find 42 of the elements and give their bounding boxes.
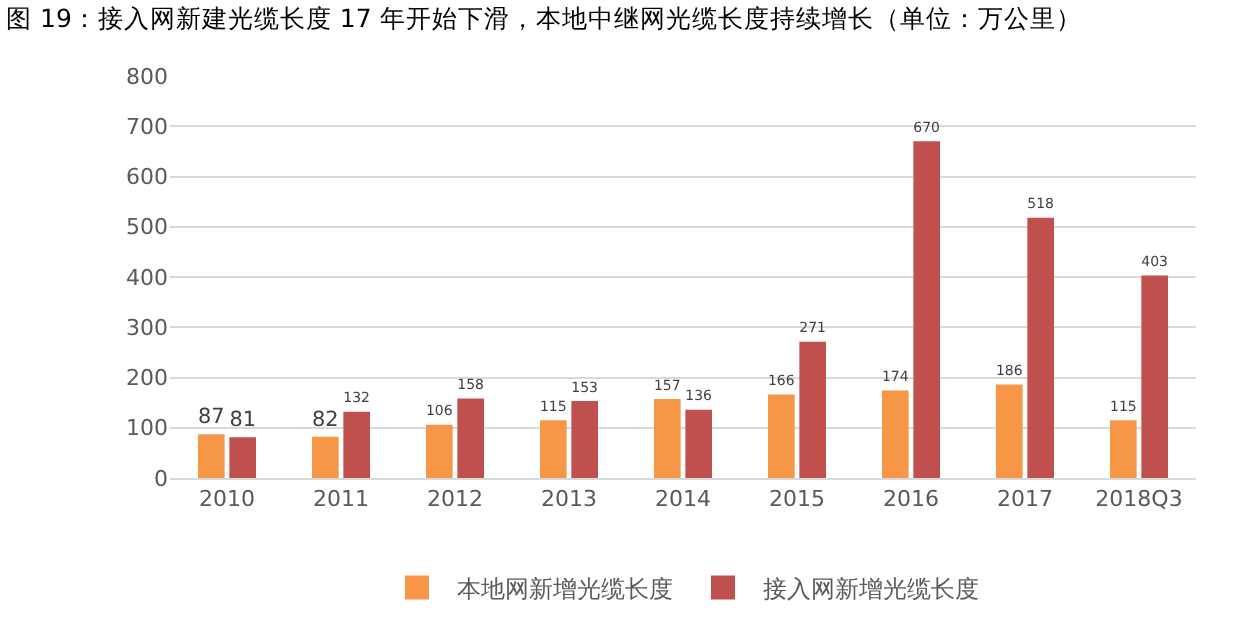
bar — [343, 411, 370, 478]
bar — [229, 437, 256, 478]
bar — [571, 401, 598, 478]
x-tick-label: 2015 — [769, 486, 825, 513]
x-tick-label: 2014 — [655, 486, 711, 513]
y-tick-label: 700 — [126, 113, 168, 140]
x-tick-label: 2018Q3 — [1095, 486, 1183, 513]
data-label: 81 — [229, 408, 256, 433]
data-label: 82 — [312, 407, 339, 432]
bar — [198, 434, 225, 478]
bar — [1110, 420, 1137, 478]
bar — [654, 399, 681, 478]
y-tick-label: 400 — [126, 264, 168, 291]
bar — [685, 409, 712, 478]
x-tick-label: 2013 — [541, 486, 597, 513]
y-tick-label: 100 — [126, 415, 168, 442]
y-tick-label: 0 — [154, 465, 168, 492]
legend-label: 本地网新增光缆长度 — [457, 574, 673, 603]
bar — [913, 141, 940, 478]
x-tick-label: 2011 — [313, 486, 369, 513]
bar — [768, 394, 795, 478]
x-tick-label: 2010 — [199, 486, 255, 513]
x-tick-label: 2017 — [997, 486, 1053, 513]
bar — [1141, 275, 1168, 478]
bar — [540, 420, 567, 478]
x-tick-label: 2012 — [427, 486, 483, 513]
bar — [1027, 217, 1054, 478]
bar — [996, 384, 1023, 478]
bar — [312, 436, 339, 478]
data-label: 87 — [198, 405, 225, 430]
y-tick-label: 800 — [126, 63, 168, 90]
x-tick-label: 2016 — [883, 486, 939, 513]
bar — [882, 390, 909, 478]
y-tick-label: 200 — [126, 365, 168, 392]
bar — [457, 398, 484, 478]
y-tick-label: 300 — [126, 314, 168, 341]
y-tick-label: 500 — [126, 214, 168, 241]
legend-label: 接入网新增光缆长度 — [763, 574, 979, 603]
y-tick-label: 600 — [126, 164, 168, 191]
chart-title: 图 19：接入网新建光缆长度 17 年开始下滑，本地中继网光缆长度持续增长（单位：万公里） — [6, 3, 1082, 34]
bar — [426, 424, 453, 478]
bar — [799, 341, 826, 478]
